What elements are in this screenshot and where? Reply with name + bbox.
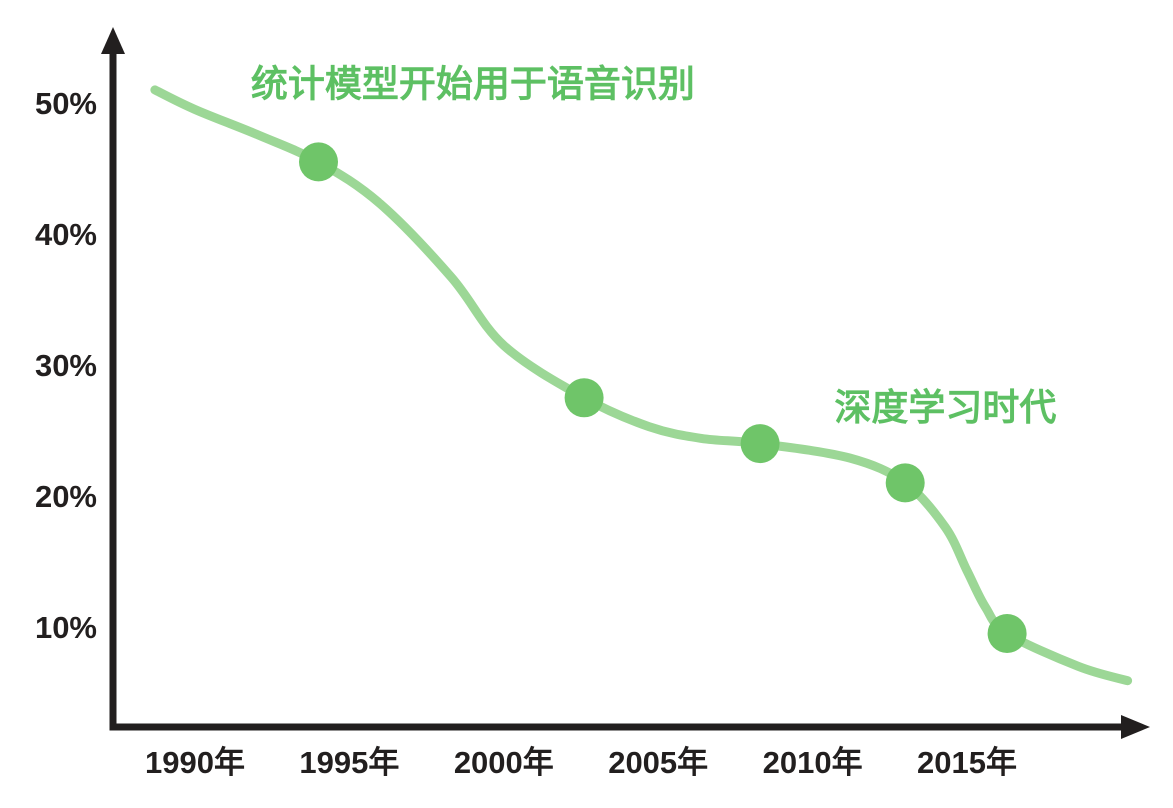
x-tick-label: 1990年	[145, 745, 245, 780]
y-tick-label: 40%	[35, 217, 97, 252]
x-tick-label: 2005年	[608, 745, 708, 780]
y-tick-label: 10%	[35, 610, 97, 645]
y-tick-label: 20%	[35, 479, 97, 514]
y-axis	[101, 27, 125, 731]
x-axis	[109, 715, 1150, 739]
x-axis-arrowhead-icon	[1121, 715, 1150, 739]
annotation-label-2: 深度学习时代	[834, 386, 1056, 428]
x-tick-labels: 1990年 1995年 2000年 2005年 2010年 2015年	[145, 745, 1017, 780]
y-axis-arrowhead-icon	[101, 27, 125, 54]
markers-layer	[299, 142, 1027, 653]
x-tick-label: 2015年	[917, 745, 1017, 780]
curve-layer	[150, 85, 1133, 686]
error-rate-curve	[150, 85, 1133, 686]
x-tick-label: 2010年	[763, 745, 863, 780]
x-tick-label: 1995年	[299, 745, 399, 780]
data-point-marker	[740, 424, 780, 464]
data-point-marker	[299, 142, 338, 182]
y-tick-label: 50%	[35, 86, 97, 121]
annotation-label-1: 统计模型开始用于语音识别	[251, 63, 695, 104]
y-tick-label: 30%	[35, 348, 97, 383]
x-tick-label: 2000年	[454, 745, 554, 780]
data-point-marker	[564, 378, 604, 418]
data-point-marker	[987, 614, 1027, 653]
y-tick-labels: 50% 40% 30% 20% 10%	[35, 86, 97, 645]
data-point-marker	[885, 463, 925, 503]
